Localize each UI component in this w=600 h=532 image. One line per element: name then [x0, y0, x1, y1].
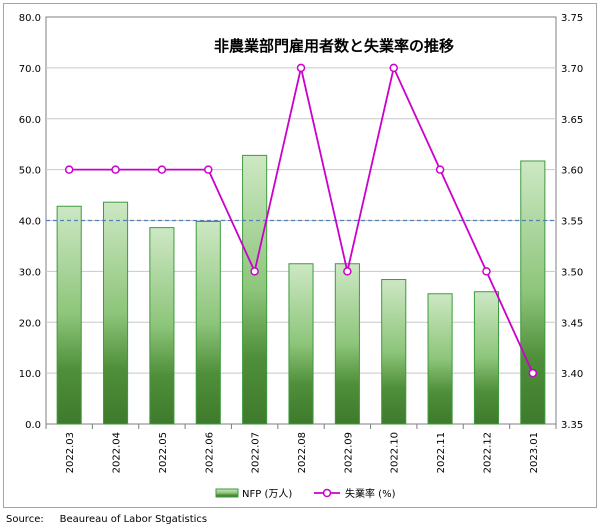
x-axis-tick-label: 2022.12 — [482, 432, 493, 473]
unemployment-marker — [250, 267, 259, 276]
left-axis-tick-label: 70.0 — [19, 64, 41, 75]
nfp-bar — [473, 291, 500, 425]
right-axis-tick-label: 3.65 — [561, 115, 583, 126]
unemployment-marker — [296, 63, 306, 73]
left-axis-tick-label: 80.0 — [19, 13, 41, 24]
unemployment-marker — [204, 165, 213, 174]
x-axis-tick-label: 2022.10 — [390, 432, 401, 473]
x-axis-tick-label: 2022.08 — [297, 432, 308, 473]
x-axis-tick-label: 2022.05 — [158, 432, 169, 473]
x-axis-tick-label: 2022.11 — [436, 432, 447, 473]
nfp-bar — [520, 160, 546, 425]
nfp-bar — [149, 227, 175, 425]
nfp-bar — [381, 279, 407, 425]
left-axis-tick-label: 20.0 — [19, 318, 41, 329]
right-axis-tick-label: 3.60 — [561, 166, 583, 177]
right-axis-tick-label: 3.35 — [561, 420, 583, 431]
source-label: Source: — [6, 514, 44, 525]
unemployment-marker — [111, 165, 120, 174]
nfp-bar — [195, 221, 221, 425]
x-axis-tick-label: 2022.09 — [343, 432, 354, 473]
nfp-bar — [288, 263, 314, 425]
left-axis-tick-label: 0.0 — [25, 420, 41, 431]
x-axis-tick-label: 2022.04 — [112, 432, 123, 473]
nfp-bar — [56, 205, 82, 425]
right-axis-tick-label: 3.45 — [561, 318, 583, 329]
source-line: Source: Beaureau of Labor Stgatistics — [6, 514, 207, 525]
legend-label-nfp: NFP (万人) — [242, 488, 292, 500]
unemployment-marker — [435, 165, 445, 174]
legend-marker-unemployment — [322, 488, 332, 498]
x-axis-tick-label: 2022.03 — [65, 432, 76, 473]
unemployment-marker — [343, 267, 352, 276]
unemployment-marker — [389, 63, 398, 73]
right-axis-tick-label: 3.50 — [561, 267, 583, 278]
source-text: Beaureau of Labor Stgatistics — [59, 514, 208, 525]
unemployment-marker — [482, 267, 491, 276]
unemployment-marker — [528, 368, 538, 378]
left-axis-tick-label: 30.0 — [19, 267, 41, 278]
nfp-bar — [242, 154, 268, 425]
unemployment-marker — [64, 165, 74, 174]
chart-svg: 0.0 10.0 20.0 30.0 40.0 50.0 60.0 70.0 80.0 3.35 3… — [19, 13, 584, 500]
nfp-bar — [102, 201, 129, 425]
legend-label-unemployment: 失業率 (%) — [345, 487, 396, 500]
left-axis-tick-label: 10.0 — [19, 369, 41, 380]
right-axis-tick-label: 3.55 — [561, 217, 583, 228]
right-axis-tick-label: 3.70 — [561, 64, 583, 75]
nfp-bar — [427, 293, 453, 425]
right-axis-tick-label: 3.40 — [561, 369, 583, 380]
x-axis-tick-label: 2023.01 — [529, 432, 540, 473]
axis-layer: 0.0 10.0 20.0 30.0 40.0 50.0 60.0 70.0 80.0 3.35 3… — [19, 13, 584, 473]
left-axis-tick-label: 60.0 — [19, 115, 41, 126]
right-axis-tick-label: 3.75 — [561, 13, 583, 24]
legend: NFP (万人) 失業率 (%) — [215, 487, 396, 500]
nfp-bar — [334, 263, 360, 425]
unemployment-marker — [157, 165, 167, 174]
x-axis-tick-label: 2022.07 — [251, 432, 262, 473]
x-axis-tick-label: 2022.06 — [204, 432, 215, 473]
line-layer — [64, 63, 538, 378]
bars-layer — [56, 154, 546, 425]
chart-title: 非農業部門雇用者数と失業率の推移 — [214, 37, 454, 55]
legend-swatch-nfp — [215, 488, 239, 498]
chart-frame: 0.0 10.0 20.0 30.0 40.0 50.0 60.0 70.0 80.0 3.35 3… — [3, 3, 597, 508]
left-axis-tick-label: 50.0 — [19, 166, 41, 177]
left-axis-tick-label: 40.0 — [19, 217, 41, 228]
